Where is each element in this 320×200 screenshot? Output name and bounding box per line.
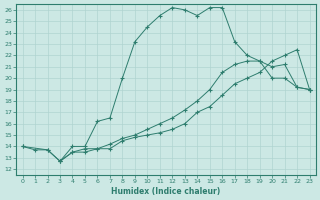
X-axis label: Humidex (Indice chaleur): Humidex (Indice chaleur)	[111, 187, 221, 196]
